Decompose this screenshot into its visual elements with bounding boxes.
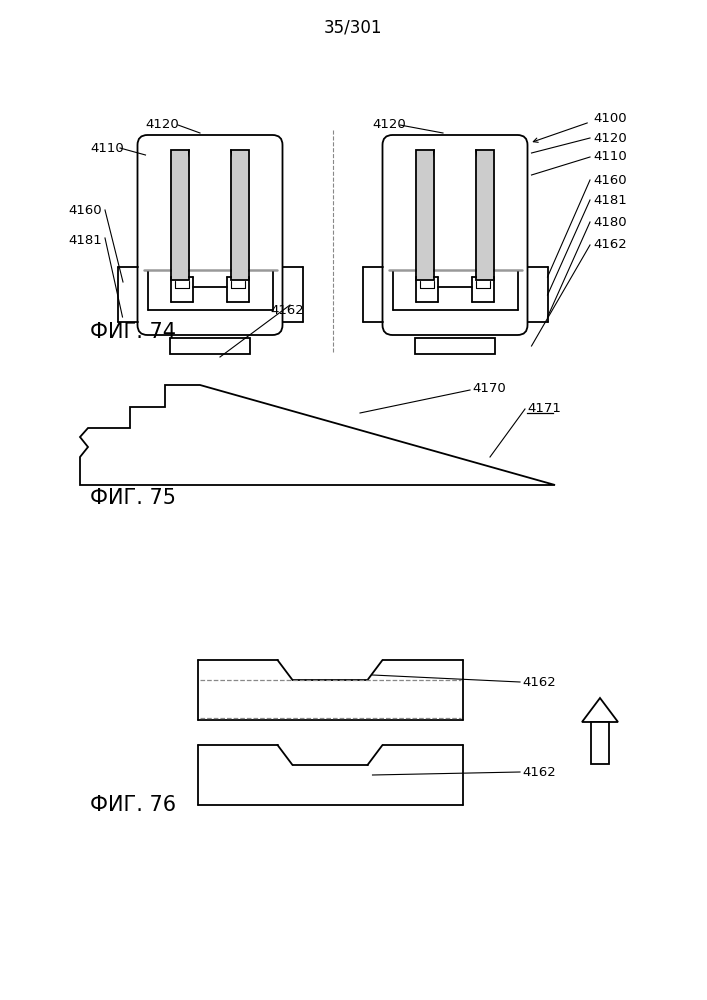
Text: 4162: 4162 (522, 766, 556, 778)
Text: 4110: 4110 (90, 141, 124, 154)
Bar (476, 150, 494, 280)
Bar (170, 338, 250, 354)
Bar (417, 151, 433, 279)
Bar (231, 150, 249, 280)
Text: ФИГ. 74: ФИГ. 74 (90, 322, 176, 342)
Text: 4181: 4181 (68, 233, 102, 246)
Text: 4162: 4162 (522, 676, 556, 688)
Text: 4181: 4181 (593, 194, 626, 207)
Bar (232, 151, 248, 279)
Bar (477, 151, 493, 279)
Text: ФИГ. 76: ФИГ. 76 (90, 795, 176, 815)
FancyBboxPatch shape (382, 135, 527, 335)
Text: 4120: 4120 (593, 131, 626, 144)
Text: 4120: 4120 (145, 117, 179, 130)
Polygon shape (80, 385, 555, 485)
Text: 4160: 4160 (593, 174, 626, 186)
Bar (172, 151, 188, 279)
Text: 4162: 4162 (270, 304, 304, 316)
Text: 4120: 4120 (372, 117, 406, 130)
Text: 4180: 4180 (593, 216, 626, 229)
Bar (171, 150, 189, 280)
Text: 4162: 4162 (593, 238, 626, 251)
Text: ФИГ. 75: ФИГ. 75 (90, 488, 176, 508)
FancyBboxPatch shape (137, 135, 283, 335)
Text: 4110: 4110 (593, 150, 626, 163)
Text: 4171: 4171 (527, 402, 561, 416)
Bar (416, 150, 434, 280)
Text: 4160: 4160 (68, 204, 102, 217)
Polygon shape (591, 722, 609, 764)
Bar (415, 338, 495, 354)
Polygon shape (582, 698, 618, 722)
Text: 35/301: 35/301 (324, 19, 382, 37)
Text: 4170: 4170 (472, 382, 506, 395)
Text: 4100: 4100 (593, 112, 626, 125)
